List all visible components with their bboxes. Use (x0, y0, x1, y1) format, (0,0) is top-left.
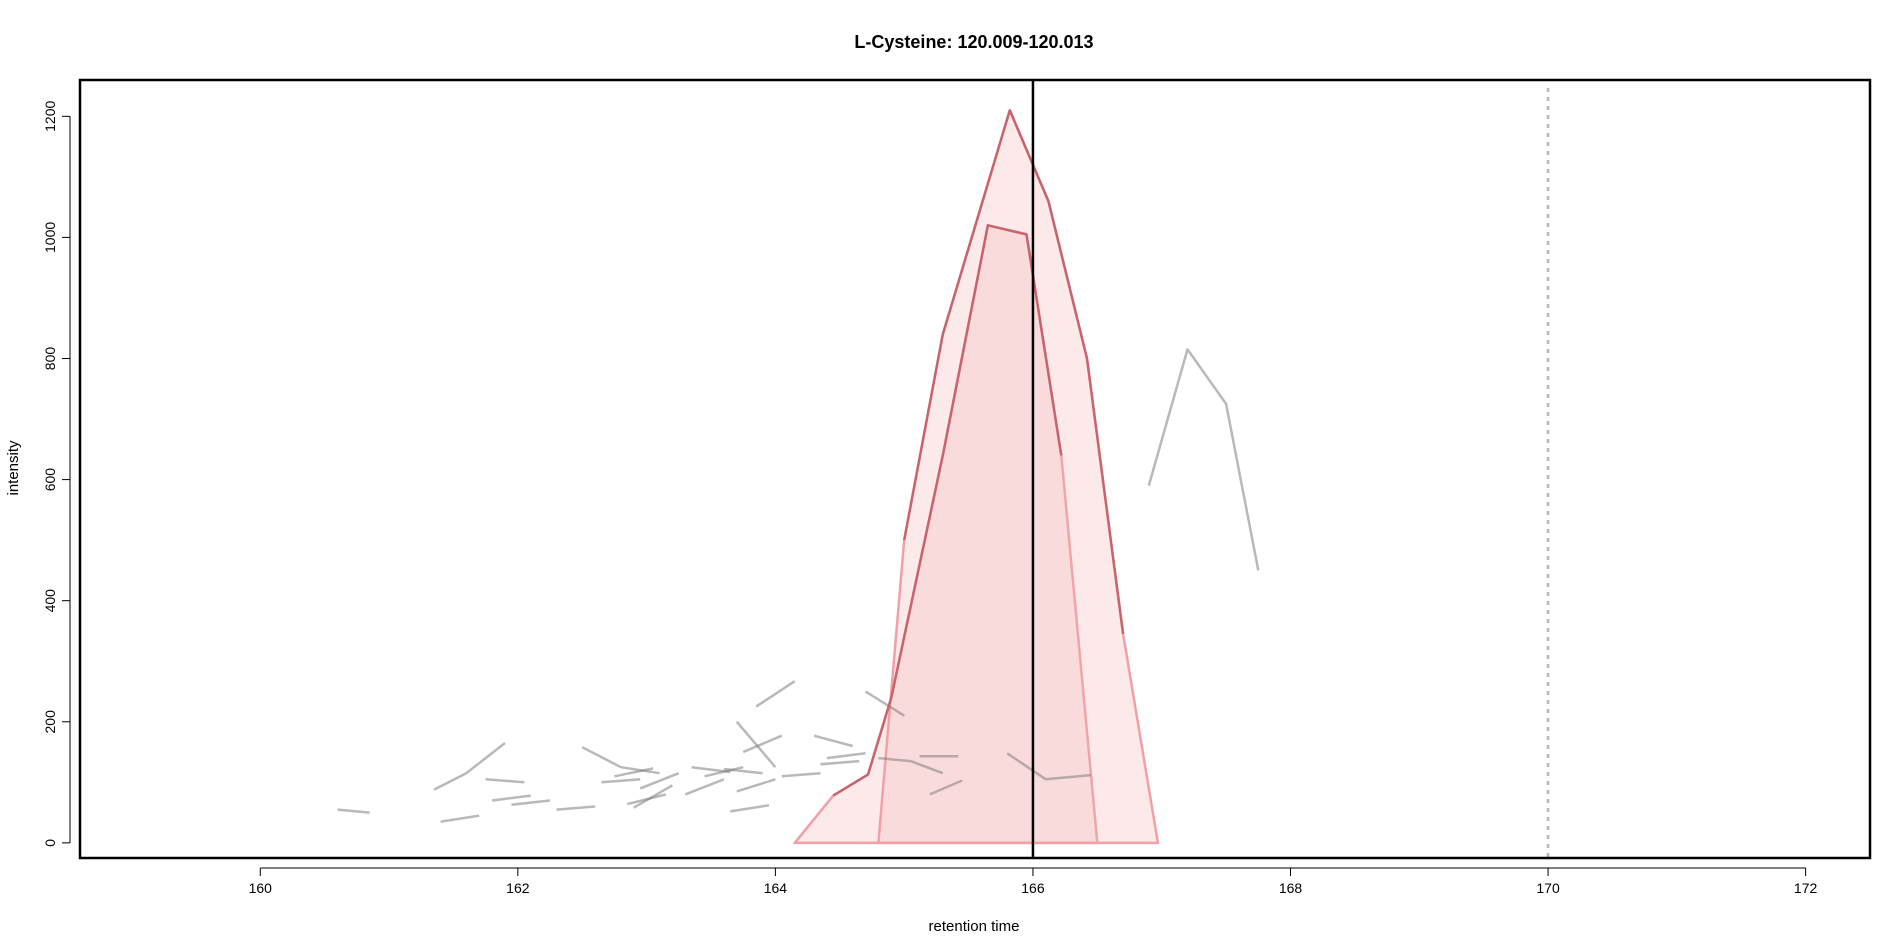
y-tick-label: 0 (42, 839, 58, 847)
noise-trace-8 (581, 746, 622, 769)
noise-trace-31 (929, 779, 963, 796)
noise-trace-24 (781, 771, 821, 778)
y-tick-label: 400 (42, 589, 58, 613)
x-tick-label: 164 (764, 880, 788, 896)
x-tick-label: 166 (1021, 880, 1045, 896)
peak-trace-1 (832, 224, 1063, 797)
noise-trace-29 (878, 756, 944, 775)
y-tick-label: 800 (42, 347, 58, 371)
noise-trace-10 (614, 767, 654, 778)
noise-trace-1 (337, 808, 370, 814)
noise-trace-25 (813, 734, 854, 748)
x-axis-label: retention time (929, 918, 1020, 935)
y-tick-label: 600 (42, 468, 58, 492)
x-tick-label: 170 (1536, 880, 1560, 896)
noise-trace-33 (1147, 348, 1260, 571)
y-tick-label: 200 (42, 710, 58, 734)
noise-trace-23 (755, 680, 796, 708)
x-tick-label: 160 (249, 880, 273, 896)
noise-trace-13 (633, 784, 674, 809)
noise-trace-14 (639, 772, 680, 790)
noise-trace-3 (440, 814, 480, 823)
noise-trace-22 (742, 734, 783, 754)
y-tick-label: 1200 (42, 101, 58, 132)
y-axis-label: intensity (5, 440, 22, 496)
x-tick-label: 172 (1794, 880, 1818, 896)
noise-trace-20 (735, 720, 777, 769)
noise-trace-28 (864, 690, 905, 717)
noise-trace-21 (736, 778, 776, 793)
y-tick-label: 1000 (42, 222, 58, 253)
noise-trace-32 (1006, 752, 1092, 781)
noise-trace-7 (556, 805, 596, 811)
peak-trace-2 (902, 109, 1125, 635)
noise-trace-9 (601, 778, 641, 784)
axes: 160 162 164 166 168 170 172 0 200 400 600 800 1000 12… (42, 101, 1818, 896)
noise-trace-17 (704, 765, 744, 778)
noise-trace-6 (511, 799, 551, 806)
x-tick-label: 162 (506, 880, 530, 896)
chart-title: L-Cysteine: 120.009-120.013 (854, 32, 1093, 52)
noise-trace-4 (485, 778, 525, 784)
x-tick-label: 168 (1279, 880, 1303, 896)
noise-traces (337, 348, 1260, 823)
noise-trace-2 (433, 742, 506, 791)
peak-traces (832, 109, 1125, 797)
peak-area-2 (877, 109, 1160, 845)
plot-frame (78, 78, 1872, 860)
noise-trace-19 (730, 804, 770, 813)
noise-trace-15 (684, 778, 725, 796)
marker-lines (1031, 80, 1550, 858)
noise-trace-26 (820, 759, 860, 766)
noise-trace-11 (620, 765, 660, 775)
noise-trace-27 (826, 752, 866, 760)
noise-trace-5 (491, 794, 531, 802)
noise-trace-18 (723, 767, 763, 775)
